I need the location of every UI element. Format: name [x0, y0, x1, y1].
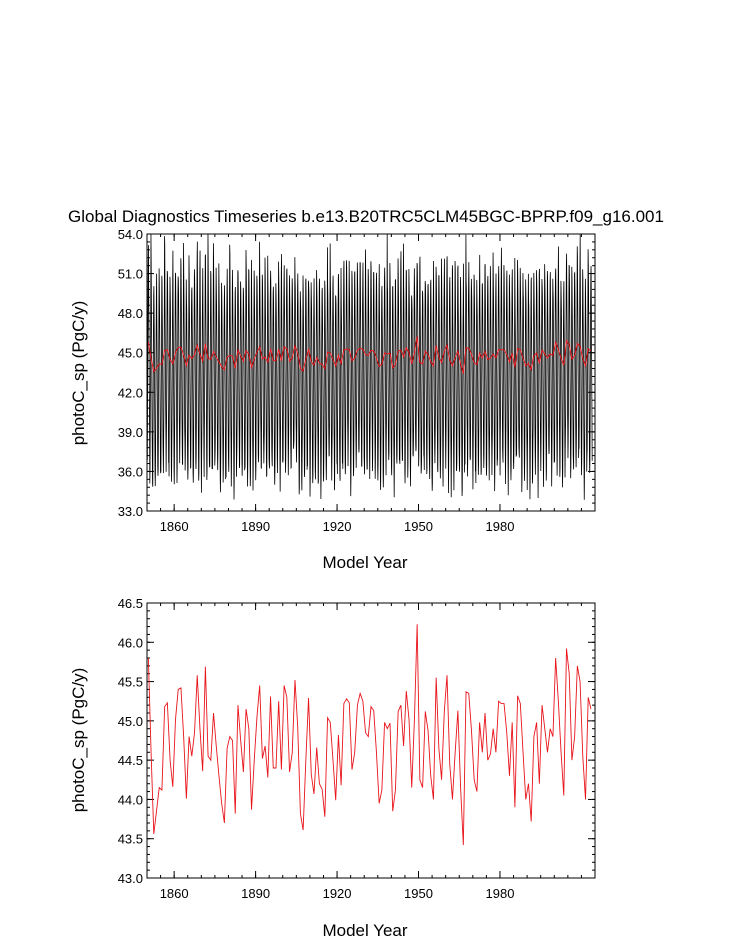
plot-frame: [146, 233, 596, 512]
x-tick-label: 1890: [241, 519, 270, 534]
x-tick-label: 1860: [160, 519, 189, 534]
top-chart: 1860 1890 1920 1950 1980 33.0 36.0 39.0 42.0 45.0…: [118, 227, 596, 534]
y-tick-label: 48.0: [118, 306, 143, 321]
x-tick-label: 1890: [241, 886, 270, 901]
y-tick-label: 54.0: [118, 227, 143, 242]
y-tick-label: 36.0: [118, 464, 143, 479]
x-tick-label: 1980: [486, 519, 515, 534]
x-tick-label: 1920: [323, 886, 352, 901]
x-tick-label: 1980: [486, 886, 515, 901]
bottom-x-axis-label: Model Year: [322, 921, 407, 940]
top-y-axis-label: photoC_sp (PgC/y): [69, 301, 88, 446]
y-tick-label: 44.0: [118, 792, 143, 807]
bottom-chart: 1860 1890 1920 1950 1980 43.0 43.5 44.0 44.5 45.0…: [118, 596, 596, 901]
y-tick-label: 46.0: [118, 635, 143, 650]
plot-frame: [146, 602, 596, 879]
y-tick-label: 44.5: [118, 753, 143, 768]
chart-title: Global Diagnostics Timeseries b.e13.B20T…: [68, 207, 664, 226]
annual-mean-line-top: [147, 336, 592, 374]
y-tick-label: 45.0: [118, 346, 143, 361]
top-x-axis-label: Model Year: [322, 553, 407, 572]
x-tick-label: 1860: [160, 886, 189, 901]
y-tick-label: 45.0: [118, 714, 143, 729]
x-tick-label: 1920: [323, 519, 352, 534]
y-tick-label: 33.0: [118, 504, 143, 519]
y-tick-label: 43.5: [118, 832, 143, 847]
x-tick-label: 1950: [404, 519, 433, 534]
bottom-y-axis-label: photoC_sp (PgC/y): [69, 668, 88, 813]
annual-mean-line: [147, 624, 592, 846]
y-tick-label: 51.0: [118, 267, 143, 282]
y-tick-label: 45.5: [118, 675, 143, 690]
monthly-series-line: [146, 233, 593, 500]
x-tick-label: 1950: [404, 886, 433, 901]
y-tick-label: 43.0: [118, 871, 143, 886]
y-tick-label: 42.0: [118, 385, 143, 400]
y-tick-label: 46.5: [118, 596, 143, 611]
y-tick-label: 39.0: [118, 425, 143, 440]
